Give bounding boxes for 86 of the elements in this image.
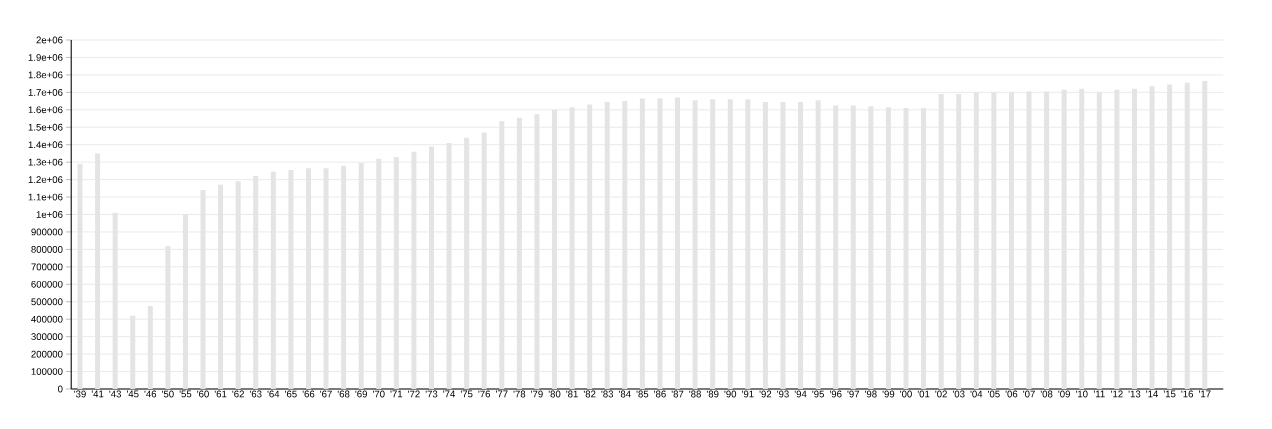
x-tick-label: '96 — [829, 390, 842, 398]
x-tick-label: '93 — [777, 390, 789, 398]
x-tick-label: '75 — [460, 390, 473, 398]
y-tick-label: 800000 — [31, 246, 63, 253]
x-tick-label: '79 — [531, 390, 543, 398]
y-tick-label: 500000 — [31, 298, 63, 306]
x-tick-label: '55 — [179, 390, 192, 398]
x-tick-label: '60 — [197, 390, 209, 398]
x-tick-label: '66 — [302, 390, 315, 398]
y-tick-label: 600000 — [31, 280, 63, 288]
x-tick-label: '70 — [372, 390, 385, 398]
y-tick-label: 2e+06 — [36, 36, 63, 44]
x-tick-label: '88 — [689, 390, 701, 398]
x-tick-label: '91 — [742, 390, 754, 398]
y-tick-label: 100000 — [31, 368, 63, 375]
x-tick-label: '07 — [1023, 390, 1035, 398]
x-tick-label: '81 — [566, 390, 578, 398]
x-tick-label: '45 — [126, 390, 139, 398]
x-tick-label: '06 — [1005, 390, 1018, 398]
y-tick-label: 1.8e+06 — [28, 71, 63, 79]
y-tick-label: 400000 — [31, 315, 63, 323]
x-tick-label: '80 — [548, 390, 561, 398]
x-tick-label: '43 — [109, 390, 121, 398]
x-tick-label: '82 — [583, 390, 596, 398]
x-tick-label: '69 — [355, 390, 367, 398]
y-tick-label: 1.7e+06 — [28, 88, 63, 96]
x-tick-label: '12 — [1111, 390, 1123, 398]
x-tick-label: '00 — [900, 390, 912, 398]
x-tick-label: '17 — [1199, 390, 1211, 398]
x-tick-label: '67 — [320, 390, 332, 398]
x-tick-label: '39 — [74, 390, 86, 398]
x-tick-label: '83 — [601, 390, 614, 398]
x-tick-label: '97 — [847, 390, 860, 398]
y-tick-label: 1.5e+06 — [28, 123, 63, 131]
x-tick-label: '98 — [865, 390, 877, 398]
x-tick-label: '64 — [267, 390, 280, 398]
x-tick-label: '87 — [671, 390, 684, 398]
y-tick-label: 1.2e+06 — [28, 176, 63, 183]
y-tick-label: 1.3e+06 — [28, 158, 63, 166]
x-tick-label: '72 — [408, 390, 420, 398]
x-tick-label: '46 — [144, 390, 157, 398]
x-tick-label: '04 — [970, 390, 983, 398]
x-tick-label: '05 — [988, 390, 1000, 398]
x-tick-label: '78 — [513, 390, 526, 398]
x-tick-label: '08 — [1040, 390, 1053, 398]
x-tick-label: '15 — [1163, 390, 1176, 398]
x-tick-label: '03 — [952, 390, 965, 398]
x-tick-label: '09 — [1058, 390, 1070, 398]
x-tick-label: '68 — [337, 390, 350, 398]
y-tick-label: 300000 — [31, 333, 63, 341]
x-tick-label: '73 — [425, 390, 438, 398]
x-tick-label: '71 — [390, 390, 403, 398]
y-tick-label: 200000 — [31, 350, 63, 358]
x-tick-label: '14 — [1146, 390, 1159, 398]
x-tick-label: '94 — [794, 390, 807, 398]
x-tick-label: '11 — [1093, 390, 1105, 398]
x-tick-label: '65 — [285, 390, 297, 398]
x-tick-label: '02 — [935, 390, 947, 398]
x-tick-label: '10 — [1075, 390, 1088, 398]
x-tick-label: '85 — [636, 390, 649, 398]
y-tick-label: 1.9e+06 — [28, 54, 63, 61]
y-tick-label: 1.6e+06 — [28, 106, 63, 114]
x-tick-label: '62 — [232, 390, 244, 398]
y-tick-label: 700000 — [31, 263, 63, 271]
x-tick-label: '77 — [496, 390, 508, 398]
x-tick-label: '50 — [162, 390, 174, 398]
x-tick-label: '01 — [917, 390, 930, 398]
x-tick-label: '92 — [759, 390, 772, 398]
y-tick-label: 1.4e+06 — [28, 141, 63, 149]
y-tick-label: 900000 — [31, 228, 63, 236]
x-tick-label: '99 — [882, 390, 895, 398]
x-tick-label: '63 — [249, 390, 262, 398]
y-tick-label: 0 — [57, 385, 63, 393]
x-tick-label: '90 — [724, 390, 737, 398]
x-tick-label: '76 — [478, 390, 491, 398]
x-tick-label: '41 — [91, 390, 104, 398]
y-tick-label: 1.1e+06 — [28, 193, 63, 201]
x-tick-label: '74 — [443, 390, 456, 398]
y-tick-label: 1e+06 — [36, 211, 63, 218]
x-tick-label: '61 — [214, 390, 227, 398]
x-tick-label: '86 — [654, 390, 666, 398]
x-tick-label: '13 — [1128, 390, 1141, 398]
x-tick-label: '16 — [1181, 390, 1194, 398]
x-tick-label: '89 — [706, 390, 719, 398]
x-tick-label: '84 — [619, 390, 631, 398]
x-tick-label: '95 — [812, 390, 824, 398]
